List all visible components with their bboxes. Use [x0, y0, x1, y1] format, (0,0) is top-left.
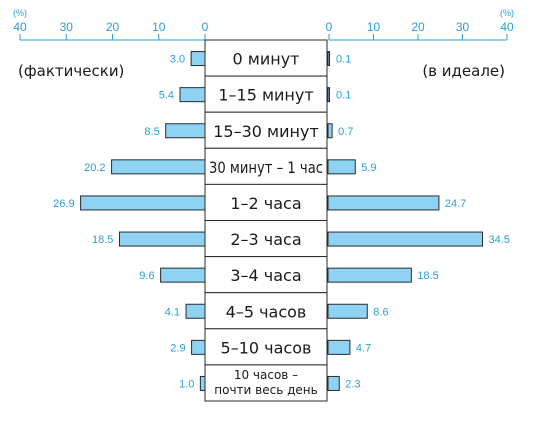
category-label: почти весь день — [214, 383, 317, 397]
left-value-label: 1.0 — [179, 378, 194, 390]
right-bar — [327, 339, 351, 355]
left-bar — [185, 303, 206, 319]
left-value-label: 5.4 — [159, 90, 174, 102]
right-bar — [327, 159, 356, 175]
category-box — [204, 39, 328, 77]
right-bar — [327, 87, 330, 103]
right-value-label: 0.7 — [338, 126, 353, 138]
left-bar — [199, 375, 206, 391]
left-value-label: 4.1 — [165, 306, 180, 318]
right-bar — [327, 303, 368, 319]
category-box — [204, 183, 328, 221]
category-label: 4–5 часов — [226, 302, 307, 321]
right-value-label: 18.5 — [417, 270, 438, 282]
right-tick-label: 10 — [367, 20, 381, 34]
category-label: 2–3 часа — [230, 230, 301, 249]
right-bar — [327, 267, 412, 283]
category-label: 0 минут — [233, 50, 300, 69]
category-label: 1–15 минут — [218, 86, 313, 105]
category-box — [204, 220, 328, 258]
right-tick-label: 20 — [411, 20, 425, 34]
left-bar — [80, 195, 206, 211]
labels: (фактически) (в идеале) 3.0 0.1 0 минут 5.4 0.… — [18, 50, 510, 397]
right-value-label: 34.5 — [489, 234, 510, 246]
left-tick-label: 30 — [60, 20, 74, 34]
axes: 40 40 30 30 20 20 10 10 0 0 (%) (%) — [13, 8, 514, 41]
category-box — [204, 292, 328, 330]
right-tick-label: 30 — [456, 20, 470, 34]
category-box — [204, 75, 328, 113]
right-series-label: (в идеале) — [422, 62, 505, 80]
left-bar — [179, 87, 206, 103]
left-unit-label: (%) — [13, 8, 27, 18]
left-tick-label: 20 — [106, 20, 120, 34]
right-value-label: 5.9 — [361, 162, 376, 174]
left-tick-label: 0 — [202, 20, 209, 34]
left-bar — [191, 339, 206, 355]
left-bar — [165, 123, 206, 139]
bars — [80, 51, 484, 391]
left-bar — [111, 159, 206, 175]
right-tick-label: 40 — [500, 20, 514, 34]
category-box — [204, 111, 328, 149]
category-box — [204, 328, 328, 366]
category-box — [204, 147, 328, 185]
right-bar — [327, 123, 333, 139]
category-label: 30 минут – 1 час — [209, 158, 323, 177]
category-label: 15–30 минут — [213, 122, 319, 141]
right-value-label: 0.1 — [336, 90, 351, 102]
left-value-label: 3.0 — [170, 54, 185, 66]
left-value-label: 20.2 — [84, 162, 105, 174]
right-bar — [327, 231, 484, 247]
category-label: 10 часов – — [234, 368, 298, 382]
category-label: 3–4 часа — [230, 266, 301, 285]
left-series-label: (фактически) — [18, 62, 124, 80]
left-bar — [160, 267, 206, 283]
right-bar — [327, 195, 440, 211]
right-value-label: 0.1 — [336, 54, 351, 66]
left-value-label: 26.9 — [53, 198, 74, 210]
category-boxes — [204, 39, 328, 402]
right-unit-label: (%) — [500, 8, 514, 18]
right-tick-label: 0 — [326, 20, 333, 34]
right-value-label: 2.3 — [345, 378, 360, 390]
category-label: 5–10 часов — [221, 338, 312, 357]
right-value-label: 8.6 — [373, 306, 388, 318]
category-box — [204, 256, 328, 294]
left-value-label: 8.5 — [144, 126, 159, 138]
left-tick-label: 40 — [13, 20, 27, 34]
left-bar — [118, 231, 206, 247]
right-value-label: 24.7 — [445, 198, 466, 210]
left-value-label: 2.9 — [170, 342, 185, 354]
category-label: 1–2 часа — [230, 194, 301, 213]
right-bar — [327, 375, 340, 391]
left-value-label: 9.6 — [139, 270, 154, 282]
right-bar — [327, 51, 330, 67]
right-value-label: 4.7 — [356, 342, 371, 354]
left-bar — [190, 51, 206, 67]
left-value-label: 18.5 — [92, 234, 113, 246]
category-box — [204, 364, 328, 402]
left-tick-label: 10 — [152, 20, 166, 34]
